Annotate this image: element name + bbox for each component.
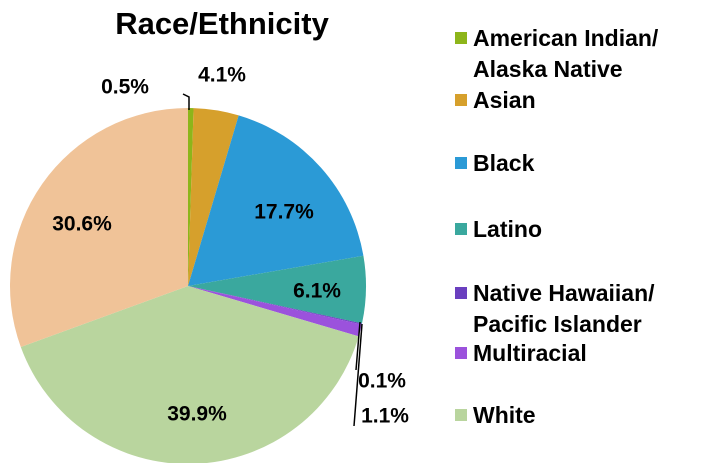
pie-slice: [188, 286, 363, 325]
legend-swatch: [455, 223, 467, 235]
legend-swatch: [455, 94, 467, 106]
legend-label: White: [473, 402, 536, 428]
leader-line: [182, 93, 190, 110]
legend-label: Asian: [473, 87, 536, 113]
legend-swatch: [455, 409, 467, 421]
legend-label: Black: [473, 150, 535, 176]
data-label: 6.1%: [293, 280, 341, 303]
legend-swatch: [455, 347, 467, 359]
legend-swatch: [455, 287, 467, 299]
legend-label: Latino: [473, 216, 542, 242]
pie-slice: [188, 108, 194, 286]
legend-swatch: [455, 32, 467, 44]
legend-swatch: [455, 157, 467, 169]
data-label: 39.9%: [167, 403, 227, 426]
data-label: 30.6%: [52, 213, 112, 236]
leader-line: [355, 321, 361, 371]
data-label: 0.1%: [358, 370, 406, 393]
pie-slice: [188, 286, 362, 337]
pie-slice: [188, 108, 239, 287]
legend-label: American Indian/Alaska Native: [473, 25, 659, 82]
data-label: 4.1%: [198, 64, 246, 87]
data-label: 1.1%: [361, 405, 409, 428]
pie-slice: [188, 115, 364, 287]
legend-label: Native Hawaiian/Pacific Islander: [473, 280, 655, 337]
data-label: 0.5%: [101, 76, 149, 99]
data-label: 17.7%: [254, 201, 314, 224]
pie-slice: [188, 255, 366, 324]
pie-slice: [20, 286, 359, 465]
chart-title: Race/Ethnicity: [115, 6, 329, 41]
leader-line: [353, 323, 363, 427]
pie-slice: [9, 108, 188, 348]
legend-label: Multiracial: [473, 340, 587, 366]
